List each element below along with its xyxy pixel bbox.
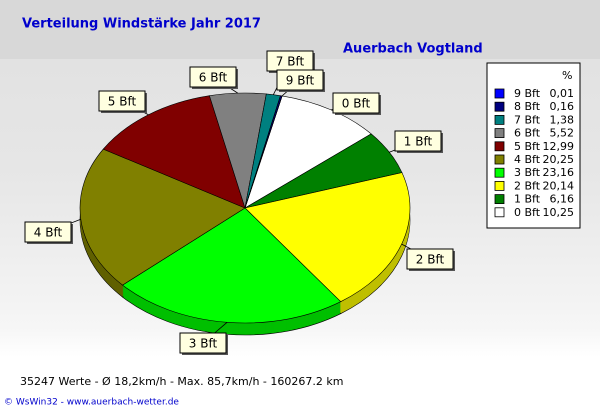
legend-swatch — [494, 88, 505, 99]
legend-value: 5,52 — [550, 127, 575, 140]
callout-box — [406, 248, 454, 270]
legend-value: 12,99 — [543, 140, 575, 153]
slice — [244, 172, 411, 303]
legend-swatch — [494, 207, 505, 218]
callout-label: 1 Bft — [404, 135, 433, 149]
callout-box — [24, 221, 72, 243]
legend-value: 10,25 — [543, 206, 575, 219]
slice — [244, 95, 372, 209]
legend-swatch — [494, 101, 505, 112]
legend-label: 1 Bft — [514, 193, 541, 206]
legend-label: 3 Bft — [514, 166, 541, 179]
footer-stats: 35247 Werte - Ø 18,2km/h - Max. 85,7km/h… — [20, 375, 343, 388]
legend-header: % — [562, 69, 572, 82]
footer-credit: © WsWin32 - www.auerbach-wetter.de — [4, 398, 179, 408]
legend-swatch — [494, 154, 505, 165]
legend-swatch — [494, 141, 505, 152]
callout-label: 7 Bft — [276, 55, 305, 69]
legend-value: 20,25 — [543, 153, 575, 166]
callout-box — [394, 130, 442, 152]
callout-box — [332, 92, 380, 114]
chart-title: Verteilung Windstärke Jahr 2017 — [22, 17, 261, 32]
slice — [102, 95, 246, 209]
callout-label: 2 Bft — [416, 253, 445, 267]
callout-label: 6 Bft — [199, 71, 228, 85]
callout-box — [276, 69, 324, 91]
legend-swatch — [494, 180, 505, 191]
callout-label: 4 Bft — [34, 226, 63, 240]
callout-label: 3 Bft — [189, 337, 218, 351]
callout-label: 0 Bft — [342, 97, 371, 111]
pie — [79, 92, 411, 336]
legend-value: 1,38 — [550, 113, 575, 126]
legend-label: 2 Bft — [514, 179, 541, 192]
legend-swatch — [494, 194, 505, 205]
callout-box — [179, 332, 227, 354]
legend-value: 0,16 — [550, 100, 575, 113]
legend-label: 4 Bft — [514, 153, 541, 166]
legend-value: 23,16 — [543, 166, 575, 179]
legend-swatch — [494, 115, 505, 125]
legend-label: 8 Bft — [514, 100, 541, 113]
callout-box — [189, 66, 237, 88]
legend-value: 0,01 — [550, 87, 575, 100]
chart-subtitle: Auerbach Vogtland — [343, 42, 483, 57]
legend-swatch — [494, 167, 505, 178]
slice — [122, 207, 342, 324]
callout-label: 5 Bft — [108, 95, 137, 109]
legend-value: 6,16 — [550, 193, 575, 206]
callout-box — [98, 90, 146, 112]
callout-label: 9 Bft — [286, 74, 315, 88]
legend-label: 0 Bft — [514, 206, 541, 219]
legend-label: 7 Bft — [514, 113, 541, 126]
legend-value: 20,14 — [543, 179, 575, 192]
legend-label: 6 Bft — [514, 127, 541, 140]
legend-label: 9 Bft — [514, 87, 541, 100]
legend-swatch — [494, 128, 505, 139]
legend-label: 5 Bft — [514, 140, 541, 153]
